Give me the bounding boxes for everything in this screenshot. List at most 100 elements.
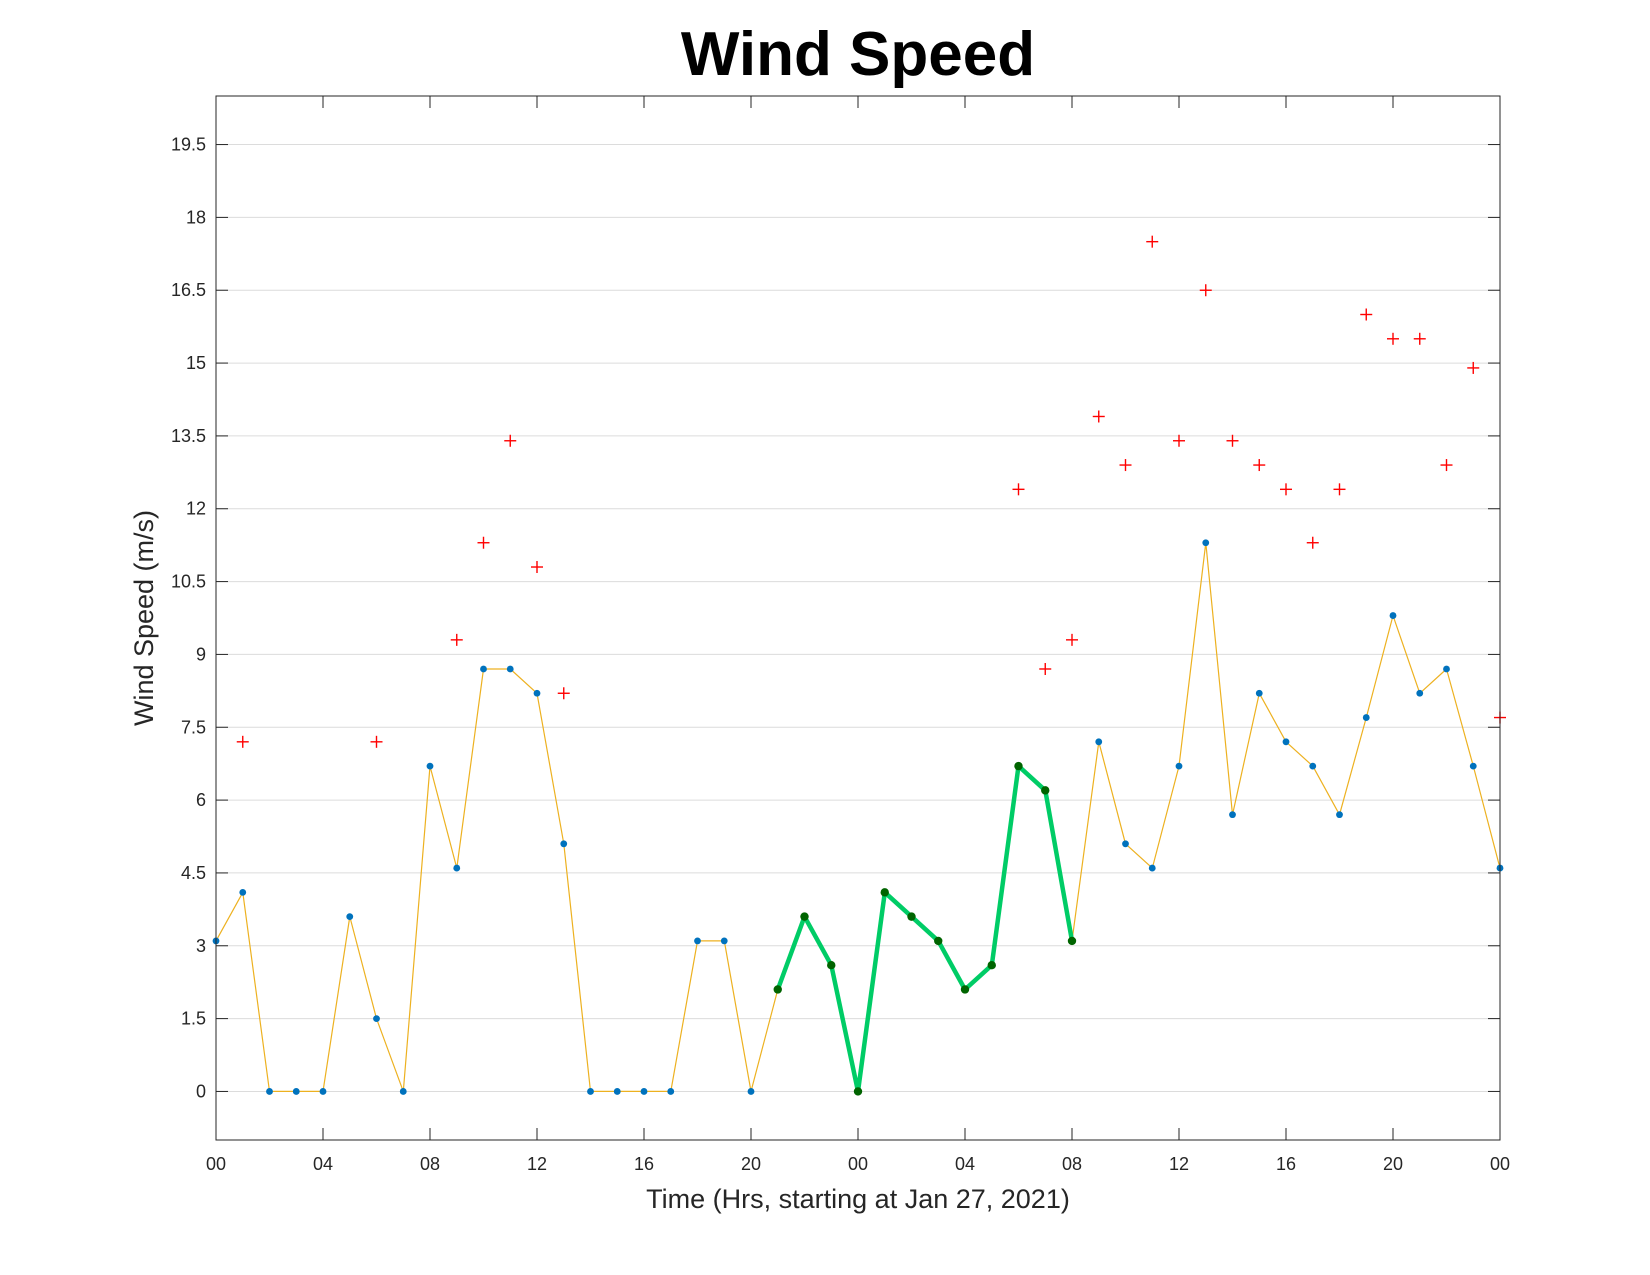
wind-speed-point (426, 762, 434, 770)
highlight-point (1014, 761, 1023, 771)
wind-speed-point (1416, 689, 1424, 697)
highlight-point (880, 888, 889, 897)
gust-plus-marker (1092, 410, 1105, 423)
gust-plus-marker (450, 633, 463, 646)
gust-plus-marker (1280, 483, 1292, 496)
x-tick-label: 16 (1276, 1154, 1296, 1174)
wind-speed-point (1389, 612, 1397, 619)
wind-speed-point (1255, 689, 1263, 697)
gust-plus-marker (1333, 483, 1346, 496)
wind-speed-point (1336, 811, 1343, 819)
x-tick-labels: 00 04 08 12 16 20 00 04 08 12 16 20 00 (206, 1154, 1510, 1174)
gust-plus-marker (504, 434, 517, 447)
highlight-point (1041, 786, 1050, 795)
gust-plus-marker (1440, 459, 1453, 472)
highlight-series-line (775, 763, 1075, 1094)
y-tick-label: 13.5 (171, 426, 206, 446)
highlight-point (907, 912, 916, 921)
wind-speed-point (1282, 738, 1290, 746)
highlight-point (853, 1087, 863, 1096)
gust-plus-marker (1360, 308, 1373, 321)
gust-plus-marker (1413, 332, 1426, 345)
wind-speed-point (453, 864, 461, 872)
wind-speed-point (640, 1088, 648, 1095)
highlight-point (1067, 936, 1077, 946)
y-tick-label: 4.5 (181, 863, 206, 883)
wind-speed-point (1309, 762, 1317, 770)
y-tick-label: 3 (196, 936, 206, 956)
y-tick-labels: 0 1.5 3 4.5 6 7.5 9 10.5 12 13.5 15 16.5 18 19.5 (171, 135, 206, 1102)
wind-speed-point (1122, 840, 1129, 848)
wind-speed-point (587, 1088, 594, 1095)
wind-speed-point (1095, 738, 1103, 746)
gust-plus-marker (1146, 235, 1159, 248)
x-tick-label: 08 (420, 1154, 440, 1174)
wind-speed-point (613, 1088, 621, 1095)
wind-speed-point (1175, 762, 1183, 770)
wind-speed-point (1229, 811, 1236, 819)
wind-speed-point (667, 1088, 675, 1095)
highlight-point (987, 960, 996, 970)
chart-title: Wind Speed (681, 20, 1035, 89)
grid-lines (216, 144, 1500, 1092)
wind-speed-point (480, 665, 487, 673)
gust-plus-marker (1012, 483, 1025, 496)
y-tick-label: 12 (186, 499, 206, 519)
y-tick-label: 10.5 (171, 572, 206, 592)
x-tick-label: 04 (955, 1154, 975, 1174)
gust-plus-marker (557, 687, 570, 700)
wind-speed-point (1443, 665, 1450, 673)
gust-plus-marker (1387, 332, 1399, 345)
gust-plus-marker (477, 536, 490, 549)
wind-speed-point (694, 937, 701, 945)
highlight-point (827, 960, 836, 970)
gust-plus-marker (1253, 459, 1266, 472)
wind-speed-point (1148, 864, 1156, 872)
wind-speed-point (399, 1088, 407, 1095)
x-tick-label: 20 (1383, 1154, 1403, 1174)
gust-plus-marker (531, 561, 543, 574)
highlight-point (800, 912, 809, 921)
wind-speed-point (533, 689, 541, 697)
y-tick-label: 19.5 (171, 135, 206, 155)
highlight-point (934, 936, 943, 946)
gust-plus-marker (236, 735, 249, 748)
y-tick-label: 16.5 (171, 280, 206, 300)
x-tick-label: 00 (1490, 1154, 1510, 1174)
gust-plus-marker (1119, 459, 1132, 472)
gust-plus-marker (1226, 434, 1239, 447)
highlight-point (773, 985, 782, 994)
wind-speed-point (506, 665, 514, 673)
x-tick-label: 04 (313, 1154, 333, 1174)
wind-speed-point (373, 1015, 380, 1023)
x-tick-label: 00 (206, 1154, 226, 1174)
x-tick-label: 00 (848, 1154, 868, 1174)
x-tick-label: 16 (634, 1154, 654, 1174)
x-axis-label: Time (Hrs, starting at Jan 27, 2021) (646, 1184, 1070, 1214)
wind-speed-point (319, 1088, 327, 1095)
wind-speed-point (1202, 539, 1210, 547)
gust-plus-marker (1039, 662, 1052, 675)
wind-speed-point (747, 1088, 755, 1095)
y-tick-label: 9 (196, 644, 206, 664)
tick-marks (215, 96, 1501, 1140)
wind-speed-point (292, 1088, 300, 1095)
wind-speed-point (1469, 762, 1477, 770)
wind-speed-point (266, 1088, 273, 1095)
y-tick-label: 1.5 (181, 1009, 206, 1029)
x-tick-label: 20 (741, 1154, 761, 1174)
wind-speed-point (720, 937, 728, 945)
wind-speed-point (1362, 714, 1370, 721)
wind-speed-point (560, 840, 568, 848)
y-tick-label: 6 (196, 790, 206, 810)
y-tick-label: 7.5 (181, 717, 206, 737)
wind-speed-point (346, 913, 354, 921)
x-tick-label: 12 (1169, 1154, 1189, 1174)
wind-speed-point (239, 888, 247, 896)
gust-plus-marker (1199, 284, 1212, 297)
gust-plus-marker (1467, 361, 1480, 374)
gust-plus-marker (1173, 434, 1185, 447)
y-tick-label: 15 (186, 353, 206, 373)
series-layer (212, 235, 1506, 1096)
